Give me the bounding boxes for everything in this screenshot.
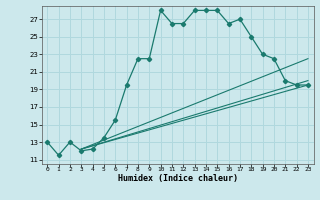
X-axis label: Humidex (Indice chaleur): Humidex (Indice chaleur) [118, 174, 237, 183]
